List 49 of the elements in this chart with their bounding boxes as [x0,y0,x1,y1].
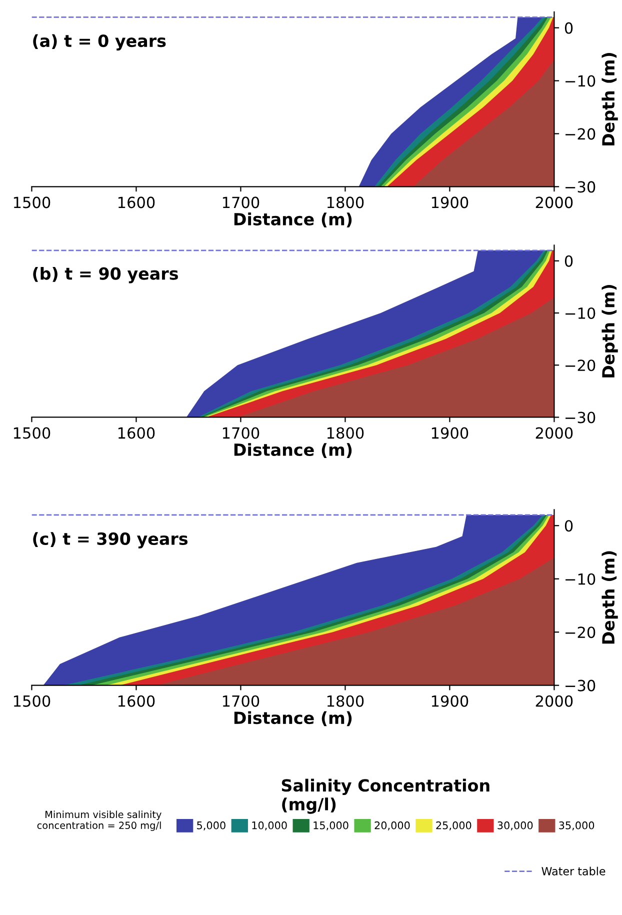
text: Minimum visible salinity concentration = 250 mg/l [37,810,162,831]
x-tick-label: 1600 [118,695,155,707]
legend-label: 5,000 [197,821,226,830]
x-tick-label: 1800 [327,196,364,208]
text: (c) t = 390 years [33,532,188,548]
x-tick-label: 2000 [536,695,573,707]
legend-label: Water table [542,866,606,876]
x-tick-label: 1800 [327,695,364,707]
x-axis-title: Distance (m) [234,212,352,228]
y-tick-label: 0 [564,22,573,34]
legend-label: 20,000 [374,821,410,830]
x-tick-label: 2000 [536,196,573,208]
legend-label: 35,000 [559,821,594,830]
y-tick-label: −20 [566,360,596,372]
x-tick-label: 1500 [14,427,50,439]
y-tick-label: −30 [566,680,596,692]
y-tick-label: 0 [564,255,573,267]
x-tick-label: 1700 [222,427,260,439]
x-tick-label: 1600 [118,427,155,439]
text: (b) t = 90 years [33,266,178,284]
x-tick-label: 1500 [14,196,50,208]
x-tick-label: 1700 [222,695,260,707]
x-tick-label: 2000 [536,427,573,439]
y-tick-label: −10 [566,573,596,585]
x-tick-label: 1700 [222,196,260,208]
y-tick-label: −20 [566,128,596,140]
x-tick-label: 1600 [118,196,155,208]
legend-label: 25,000 [436,821,472,830]
y-tick-label: −10 [566,307,596,320]
y-tick-label: −30 [566,181,596,193]
legend-label: 30,000 [498,821,533,830]
x-tick-label: 1800 [327,427,364,439]
x-axis-title: Distance (m) [234,711,352,726]
y-tick-label: −30 [566,412,596,424]
legend-label: 15,000 [314,821,348,830]
x-tick-label: 1900 [432,427,468,439]
x-axis-title: Distance (m) [234,443,352,458]
y-axis-title: Depth (m) [602,53,618,146]
y-tick-label: −20 [566,626,596,638]
legend-label: 10,000 [252,821,287,830]
legend-title: Salinity Concentration (mg/l) [282,778,490,814]
y-tick-label: 0 [564,520,573,532]
x-tick-label: 1500 [14,695,50,707]
text: (a) t = 0 years [33,34,166,50]
x-tick-label: 1900 [432,695,468,707]
y-axis-title: Depth (m) [602,551,618,644]
y-axis-title: Depth (m) [602,285,618,378]
y-tick-label: −10 [566,75,596,87]
x-tick-label: 1900 [432,196,468,208]
